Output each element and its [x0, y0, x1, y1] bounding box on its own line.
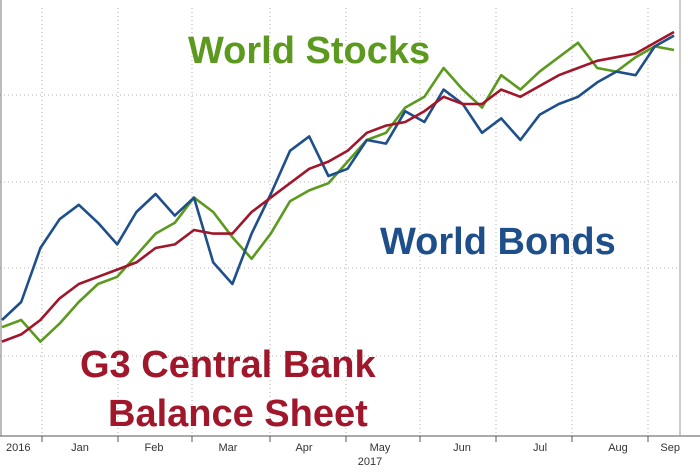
x-year-label: 2017	[358, 456, 382, 468]
x-tick-label-jan: Jan	[71, 442, 89, 454]
x-tick-labels: 2016 Jan Feb Mar Apr May Jun Jul Aug Sep 2017	[6, 436, 680, 468]
x-tick-label-apr: Apr	[295, 442, 312, 454]
x-axis	[0, 0, 700, 437]
series-labels: World Stocks World Bonds G3 Central Bank…	[80, 30, 616, 435]
x-tick-label-2016: 2016	[6, 442, 30, 454]
series-label-g3-central-bank: G3 Central Bank Balance Sheet	[80, 344, 386, 435]
grid-layer	[0, 8, 680, 436]
series-label-world-stocks: World Stocks	[188, 30, 430, 72]
series-label-world-bonds: World Bonds	[380, 221, 616, 263]
x-tick-label-jul: Jul	[533, 442, 547, 454]
x-tick-label-aug: Aug	[608, 442, 628, 454]
series-layer	[1, 30, 675, 343]
x-tick-label-feb: Feb	[145, 442, 164, 454]
x-tick-label-jun: Jun	[453, 442, 471, 454]
series-line-g3-central-bank-balance-sheet	[1, 30, 675, 343]
x-tick-label-sep: Sep	[660, 442, 680, 454]
series-label-g3-line-1: G3 Central Bank	[80, 344, 377, 386]
series-line-world-stocks	[1, 41, 675, 343]
series-line-world-bonds	[1, 34, 675, 321]
x-tick-label-may: May	[370, 442, 391, 454]
x-tick-label-mar: Mar	[219, 442, 238, 454]
series-label-g3-line-2: Balance Sheet	[108, 393, 368, 435]
